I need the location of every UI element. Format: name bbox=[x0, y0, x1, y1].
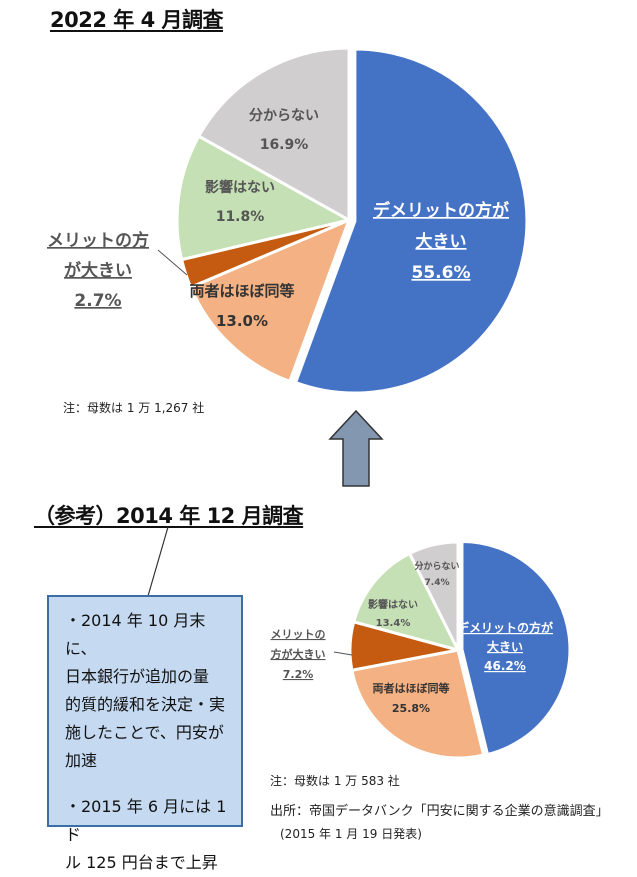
slice-value-label: 16.9% bbox=[260, 137, 309, 153]
charts-canvas: デメリットの方が大きい55.6%両者はほぼ同等13.0%メリットの方が大きい2.… bbox=[47, 46, 572, 760]
callout-line: 日本銀行が追加の量 bbox=[65, 667, 210, 686]
pie-chart-2022 bbox=[175, 46, 529, 395]
slice-value-label: 46.2% bbox=[484, 659, 526, 673]
slice-value-label: 7.4% bbox=[425, 578, 450, 588]
pie-slice bbox=[188, 217, 352, 384]
pie-slice bbox=[175, 134, 354, 262]
slice-category-label: 分からない bbox=[414, 560, 459, 572]
callout-box: ・2014 年 10 月末に、 日本銀行が追加の量 的質的緩和を決定・実 施した… bbox=[47, 595, 243, 872]
slice-value-label: 25.8% bbox=[392, 702, 430, 715]
slice-value-label: 7.2% bbox=[283, 668, 314, 681]
callout-line: ・2014 年 10 月末に、 bbox=[65, 611, 206, 658]
slice-category-label: 分からない bbox=[249, 108, 319, 124]
source-text: 出所：帝国データバンク「円安に関する企業の意識調査」 bbox=[270, 804, 609, 819]
slice-value-label: 13.0% bbox=[216, 312, 268, 330]
callout-connector bbox=[147, 526, 169, 597]
callout-line: 的質的緩和を決定・実 bbox=[65, 695, 226, 714]
slice-category-label: 大きい bbox=[487, 639, 523, 654]
pie-slice bbox=[351, 551, 461, 653]
slice-category-label: 影響はない bbox=[205, 179, 275, 196]
slice-value-label: 11.8% bbox=[216, 209, 265, 225]
callout-line: 加速 bbox=[65, 751, 98, 770]
up-arrow-icon bbox=[328, 409, 384, 487]
source-date: (2015 年 1 月 19 日発表) bbox=[280, 827, 422, 841]
pie-slice bbox=[350, 648, 486, 760]
slice-value-label: 13.4% bbox=[376, 618, 411, 629]
note-2014: 注：母数は 1 万 583 社 bbox=[270, 774, 400, 788]
pie-slice bbox=[196, 46, 351, 223]
slice-category-label: が大きい bbox=[64, 260, 132, 281]
slice-category-label: デメリットの方が bbox=[373, 200, 509, 221]
slice-category-label: 方が大きい bbox=[271, 647, 326, 661]
slice-category-label: 大きい bbox=[416, 231, 467, 252]
slice-category-label: デメリットの方が bbox=[457, 620, 553, 635]
leader-line bbox=[333, 651, 353, 656]
slice-category-label: 影響はない bbox=[368, 598, 418, 611]
title-2022: 2022 年 4 月調査 bbox=[50, 8, 224, 32]
slice-category-label: 両者はほぼ同等 bbox=[373, 681, 450, 695]
leader-line bbox=[157, 249, 188, 276]
pie-chart-2014 bbox=[348, 540, 572, 760]
slice-category-label: 両者はほぼ同等 bbox=[189, 282, 294, 300]
chart-labels: デメリットの方が大きい55.6%両者はほぼ同等13.0%メリットの方が大きい2.… bbox=[47, 108, 553, 715]
title-2014: （参考）2014 年 12 月調査 bbox=[34, 504, 304, 528]
pie-slice bbox=[460, 540, 572, 757]
callout-line: ル 125 円台まで上昇 bbox=[65, 853, 218, 872]
slice-value-label: 2.7% bbox=[74, 291, 121, 311]
callout-line: ・2015 年 6 月には 1 ド bbox=[65, 797, 227, 844]
slice-category-label: メリットの bbox=[271, 628, 326, 641]
pie-slice bbox=[293, 47, 529, 395]
slice-category-label: メリットの方 bbox=[47, 230, 149, 251]
callout-line: 施したことで、円安が bbox=[65, 723, 224, 742]
pie-slice bbox=[407, 540, 460, 651]
note-2022: 注：母数は 1 万 1,267 社 bbox=[63, 401, 205, 415]
slice-value-label: 55.6% bbox=[412, 263, 471, 283]
